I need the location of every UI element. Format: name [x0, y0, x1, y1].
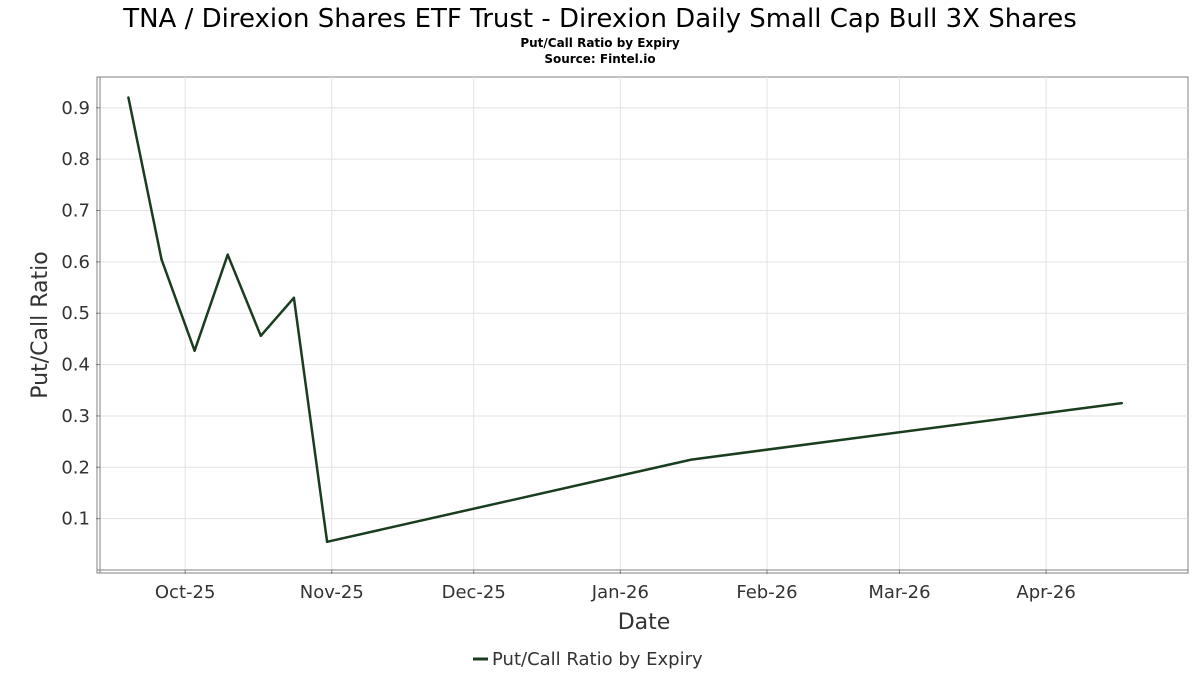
x-tick-label: Apr-26	[1016, 582, 1075, 603]
data-point	[292, 296, 296, 299]
data-point	[1120, 401, 1124, 405]
y-tick-label: 0.6	[61, 252, 90, 273]
series-layer	[127, 96, 1124, 544]
y-tick-label: 0.8	[61, 149, 90, 170]
y-tick-label: 0.2	[61, 457, 90, 478]
plot-area	[96, 76, 1189, 574]
x-tick-label: Jan-26	[591, 582, 649, 603]
data-point	[325, 540, 329, 543]
data-point	[127, 96, 130, 99]
x-tick-label: Oct-25	[155, 582, 216, 603]
x-tick-label: Feb-26	[736, 582, 797, 603]
data-point	[259, 334, 262, 337]
x-tick-label: Dec-25	[442, 582, 506, 603]
y-tick-label: 0.7	[61, 201, 90, 222]
chart-subtitle: Put/Call Ratio by Expiry	[520, 36, 680, 50]
x-tick-label: Nov-25	[300, 582, 364, 603]
y-tick-label: 0.9	[61, 98, 90, 119]
data-point	[690, 458, 693, 461]
y-tick-label: 0.5	[61, 303, 90, 324]
legend-label: Put/Call Ratio by Expiry	[492, 649, 703, 670]
gridlines	[100, 77, 1188, 570]
x-axis-label: Date	[618, 610, 671, 635]
data-point	[160, 258, 163, 261]
chart-title: TNA / Direxion Shares ETF Trust - Direxi…	[122, 4, 1077, 34]
chart-source: Source: Fintel.io	[544, 52, 655, 66]
x-tick-label: Mar-26	[868, 582, 930, 603]
y-axis-label: Put/Call Ratio	[28, 251, 53, 398]
tick-labels: 0.1 0.2 0.3 0.4 0.5 0.6 0.7 0.8 0.9 Oct-25 Nov-25 D…	[61, 98, 1075, 603]
y-tick-label: 0.1	[61, 509, 90, 530]
y-tick-label: 0.3	[61, 406, 90, 427]
data-point	[226, 253, 229, 256]
y-tick-label: 0.4	[61, 355, 90, 376]
legend: Put/Call Ratio by Expiry	[473, 649, 703, 670]
data-point	[193, 349, 196, 352]
